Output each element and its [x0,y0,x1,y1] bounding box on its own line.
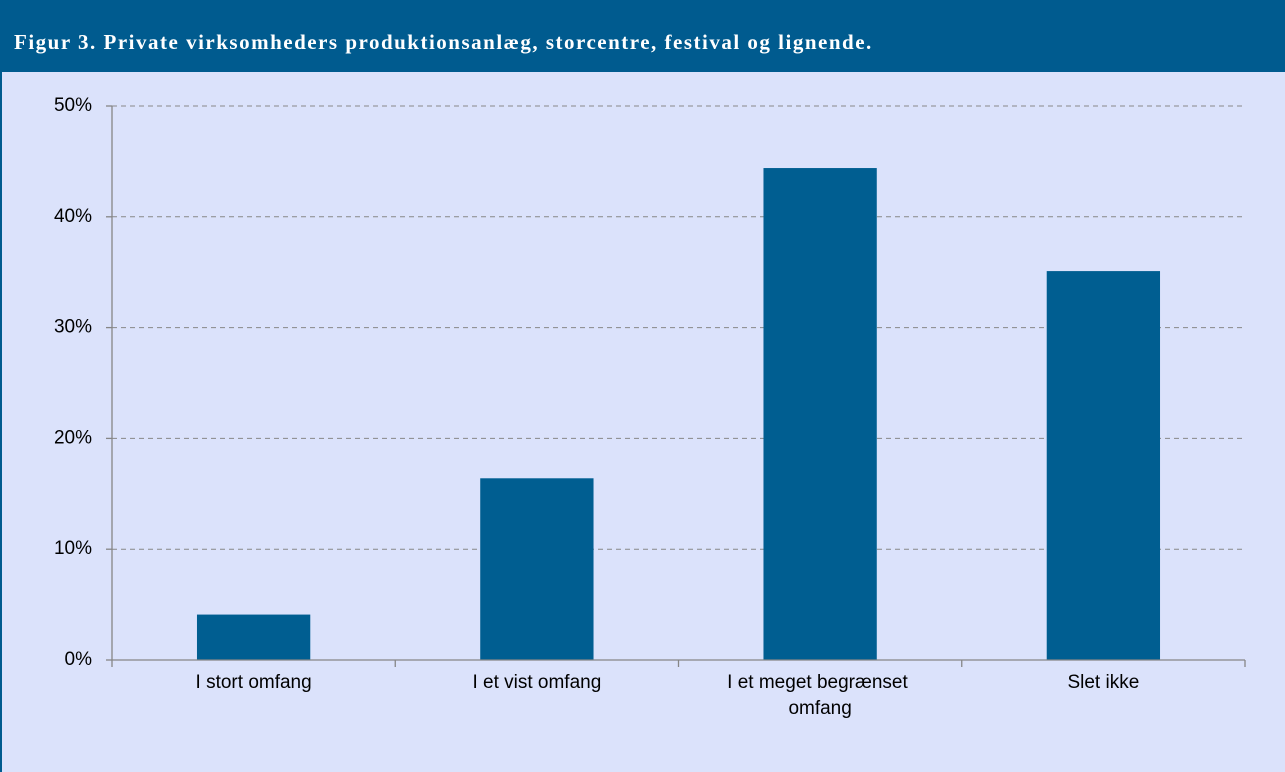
x-tick-label: Slet ikke [1067,672,1139,693]
y-tick-label: 30% [54,317,92,338]
y-tick-label: 40% [54,206,92,227]
bar [763,168,877,660]
left-border [0,72,2,772]
bar [1046,271,1161,660]
y-tick-label: 20% [54,427,92,448]
y-tick-label: 0% [65,649,93,670]
x-tick-label: I stort omfang [196,672,312,693]
title-bar [0,0,1285,72]
x-tick-label: I et vist omfang [472,672,601,693]
x-tick-label: I et meget begrænset omfang [727,672,913,719]
bar [480,478,594,660]
chart-title: Figur 3. Private virksomheders produktio… [14,30,873,54]
y-tick-label: 50% [54,95,92,116]
y-tick-label: 10% [54,538,92,559]
bar [196,614,311,660]
